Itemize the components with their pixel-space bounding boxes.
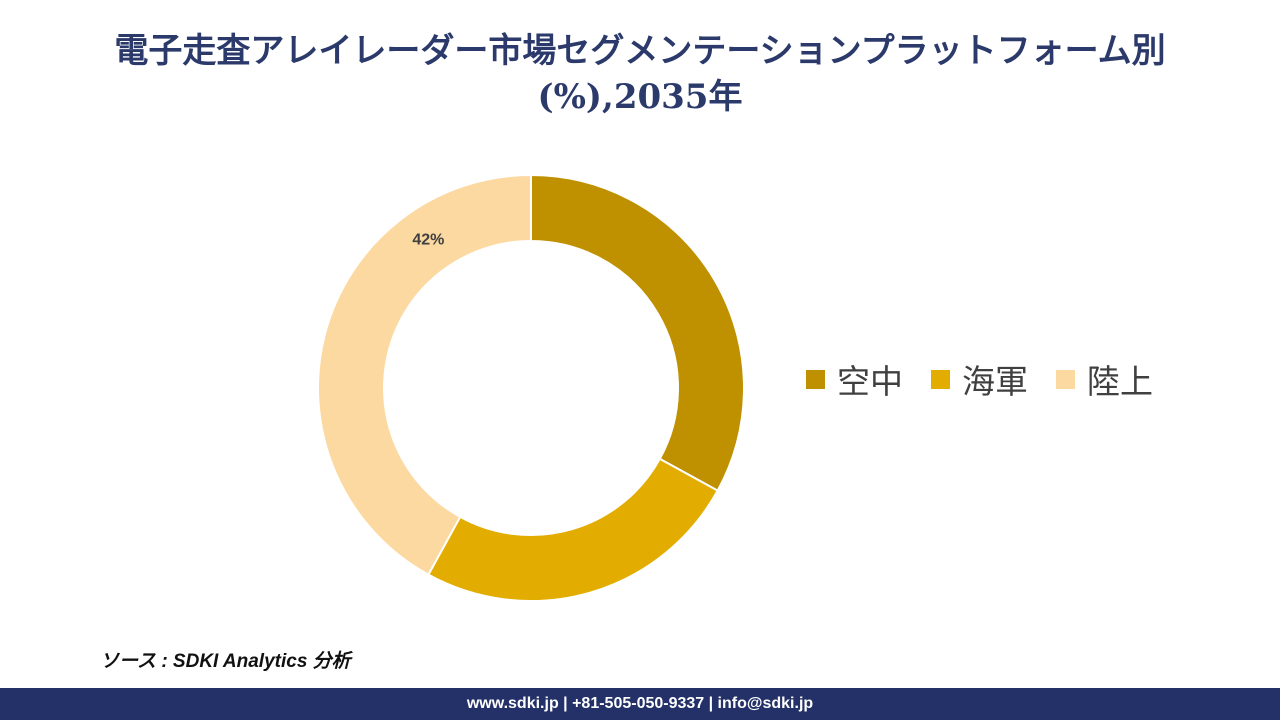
- legend-item-land: 陸上: [1056, 355, 1153, 403]
- legend-label-naval: 海軍: [962, 362, 1028, 401]
- chart-title-line2: (%),2035年: [537, 77, 743, 117]
- legend-item-air: 空中: [806, 355, 903, 403]
- source-note: ソース : SDKI Analytics 分析: [100, 651, 351, 672]
- legend-label-land: 陸上: [1087, 362, 1153, 401]
- data-label-land: 42%: [412, 231, 444, 248]
- legend: 空中 海軍 陸上: [806, 355, 1181, 403]
- donut-slice-air: [530, 173, 745, 492]
- legend-item-naval: 海軍: [931, 355, 1028, 403]
- footer-contact: www.sdki.jp | +81-505-050-9337 | info@sd…: [0, 688, 1280, 720]
- legend-swatch-naval: [931, 369, 950, 389]
- donut-slice-naval: [427, 457, 720, 602]
- chart-title-line1: 電子走査アレイレーダー市場セグメンテーションプラットフォーム別: [114, 31, 1166, 71]
- donut-slice-land: [317, 173, 532, 577]
- legend-swatch-air: [806, 369, 825, 389]
- chart-title: 電子走査アレイレーダー市場セグメンテーションプラットフォーム別 (%),2035…: [40, 28, 1240, 120]
- legend-label-air: 空中: [837, 362, 903, 401]
- legend-swatch-land: [1056, 369, 1075, 389]
